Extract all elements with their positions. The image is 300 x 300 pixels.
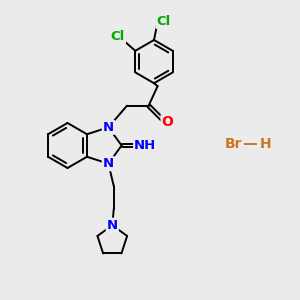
Text: O: O <box>162 115 173 129</box>
Text: Cl: Cl <box>111 30 125 43</box>
Text: Br: Br <box>225 137 243 151</box>
Text: Cl: Cl <box>157 15 171 28</box>
Text: N: N <box>103 157 114 170</box>
Text: NH: NH <box>134 139 156 152</box>
Text: N: N <box>107 219 118 232</box>
Text: H: H <box>260 137 271 151</box>
Text: N: N <box>103 121 114 134</box>
